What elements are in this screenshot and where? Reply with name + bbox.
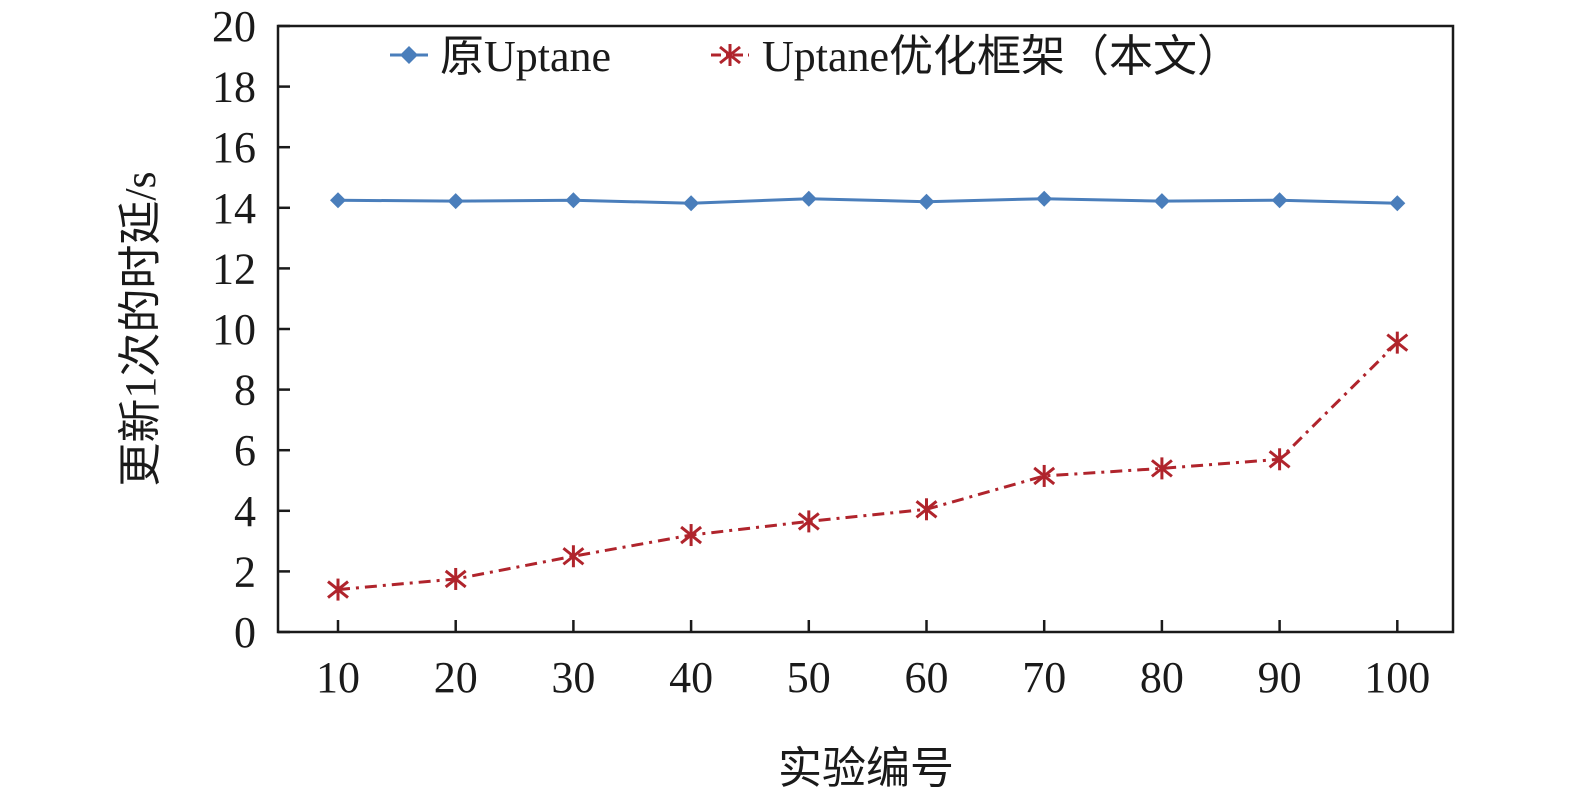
series-1-line bbox=[337, 197, 1398, 205]
y-tick-label: 8 bbox=[234, 366, 256, 415]
y-tick-label: 0 bbox=[234, 608, 256, 657]
x-tick-label: 10 bbox=[316, 653, 360, 702]
legend: 原Uptane Uptane优化框架（本文） bbox=[390, 32, 1241, 81]
series-2-point bbox=[1150, 457, 1173, 480]
series-1-point bbox=[565, 192, 582, 209]
series-2-point bbox=[797, 510, 820, 533]
series-1-point bbox=[800, 190, 817, 207]
y-tick-label: 16 bbox=[212, 123, 256, 172]
series-2-line bbox=[337, 341, 1399, 592]
series-2-point bbox=[444, 567, 467, 590]
series-1-point bbox=[918, 193, 935, 210]
series-2-point bbox=[915, 498, 938, 521]
y-tick-label: 2 bbox=[234, 547, 256, 596]
x-tick-label: 40 bbox=[669, 653, 713, 702]
y-axis-title: 更新1次的时延/s bbox=[116, 171, 165, 486]
y-tick-label: 14 bbox=[212, 184, 256, 233]
plot-frame bbox=[276, 24, 1455, 634]
series-1-point bbox=[683, 195, 700, 212]
series-2-point bbox=[562, 545, 585, 568]
x-tick-label: 50 bbox=[787, 653, 831, 702]
y-tick-label: 4 bbox=[234, 487, 256, 536]
series-1-point bbox=[1153, 193, 1170, 210]
x-axis: 10 20 30 40 50 60 70 80 90 100 bbox=[316, 620, 1430, 702]
y-tick-label: 10 bbox=[212, 305, 256, 354]
x-tick-label: 80 bbox=[1140, 653, 1184, 702]
series-2-point bbox=[680, 524, 703, 547]
series-1-point bbox=[1036, 190, 1053, 207]
x-tick-label: 20 bbox=[434, 653, 478, 702]
x-tick-label: 100 bbox=[1364, 653, 1430, 702]
x-tick-label: 30 bbox=[551, 653, 595, 702]
series-1-point bbox=[447, 193, 464, 210]
x-tick-label: 90 bbox=[1258, 653, 1302, 702]
series-1-point bbox=[330, 192, 346, 209]
series-2-point bbox=[1268, 448, 1291, 471]
series-2-point bbox=[1386, 331, 1409, 354]
y-tick-label: 12 bbox=[212, 244, 256, 293]
legend-label-series-1: 原Uptane bbox=[440, 32, 611, 81]
series-1-point bbox=[1389, 195, 1406, 212]
series-layer bbox=[327, 190, 1409, 601]
x-tick-label: 60 bbox=[905, 653, 949, 702]
x-tick-label: 70 bbox=[1022, 653, 1066, 702]
series-2-point bbox=[327, 578, 349, 601]
y-tick-label: 20 bbox=[212, 2, 256, 51]
y-tick-label: 18 bbox=[212, 63, 256, 112]
y-tick-label: 6 bbox=[234, 426, 256, 475]
legend-marker-diamond bbox=[400, 46, 418, 64]
legend-marker-asterisk bbox=[719, 44, 741, 66]
series-2-point bbox=[1033, 464, 1056, 487]
legend-label-series-2: Uptane优化框架（本文） bbox=[762, 32, 1241, 81]
series-1-point bbox=[1271, 192, 1288, 209]
y-axis: 0 2 4 6 8 10 12 14 16 18 20 bbox=[212, 2, 290, 657]
x-axis-title: 实验编号 bbox=[778, 744, 954, 793]
